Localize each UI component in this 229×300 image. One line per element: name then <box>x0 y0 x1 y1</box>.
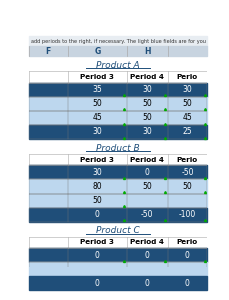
Bar <box>29 46 206 56</box>
Text: 0: 0 <box>95 210 99 219</box>
Bar <box>29 208 206 222</box>
Text: Period 4: Period 4 <box>130 157 164 163</box>
Text: 0: 0 <box>95 250 99 260</box>
Text: 0: 0 <box>144 250 149 260</box>
Bar <box>29 276 206 290</box>
Text: 30: 30 <box>142 85 152 94</box>
Text: 45: 45 <box>182 113 191 122</box>
Text: 30: 30 <box>92 168 102 177</box>
Text: 50: 50 <box>142 99 152 108</box>
Text: Period 4: Period 4 <box>130 74 164 80</box>
Bar <box>29 248 206 262</box>
Text: 25: 25 <box>182 128 191 136</box>
Text: 50: 50 <box>182 99 191 108</box>
Bar <box>29 83 206 97</box>
Text: 0: 0 <box>144 168 149 177</box>
Text: G: G <box>94 47 100 56</box>
Bar <box>29 71 206 83</box>
Bar <box>29 97 206 111</box>
Text: 35: 35 <box>92 85 102 94</box>
Text: Product A: Product A <box>96 61 139 70</box>
Text: Period 3: Period 3 <box>80 74 114 80</box>
Text: -100: -100 <box>178 210 195 219</box>
Text: 0: 0 <box>144 279 149 288</box>
Text: 0: 0 <box>184 279 189 288</box>
Text: add periods to the right, if necessary. The light blue fields are for you to ent: add periods to the right, if necessary. … <box>30 39 221 44</box>
Bar <box>29 143 206 154</box>
Text: Perio: Perio <box>176 239 197 245</box>
Bar <box>29 60 206 71</box>
Text: F: F <box>46 47 51 56</box>
Text: 50: 50 <box>142 182 152 191</box>
Text: Period 3: Period 3 <box>80 157 114 163</box>
Text: 30: 30 <box>182 85 191 94</box>
Text: -50: -50 <box>180 168 193 177</box>
Bar <box>29 194 206 208</box>
Text: 50: 50 <box>182 182 191 191</box>
Bar <box>29 125 206 139</box>
Text: Product C: Product C <box>95 226 139 236</box>
Text: Period 3: Period 3 <box>80 239 114 245</box>
Bar <box>29 36 206 46</box>
Text: 30: 30 <box>92 128 102 136</box>
Text: Perio: Perio <box>176 157 197 163</box>
Text: Period 4: Period 4 <box>130 239 164 245</box>
Text: 0: 0 <box>184 250 189 260</box>
Text: 30: 30 <box>142 128 152 136</box>
Text: Perio: Perio <box>176 74 197 80</box>
Text: 45: 45 <box>92 113 102 122</box>
Text: 50: 50 <box>92 196 102 205</box>
Bar <box>29 236 206 248</box>
Bar <box>29 111 206 125</box>
Text: 50: 50 <box>92 99 102 108</box>
Text: -50: -50 <box>140 210 153 219</box>
Bar <box>29 225 206 236</box>
Bar <box>29 165 206 179</box>
Bar <box>29 179 206 194</box>
Text: H: H <box>143 47 150 56</box>
Text: 50: 50 <box>142 113 152 122</box>
Bar <box>29 262 206 276</box>
Text: Product B: Product B <box>96 144 139 153</box>
Text: 0: 0 <box>95 279 99 288</box>
Bar <box>29 154 206 165</box>
Text: 80: 80 <box>92 182 102 191</box>
